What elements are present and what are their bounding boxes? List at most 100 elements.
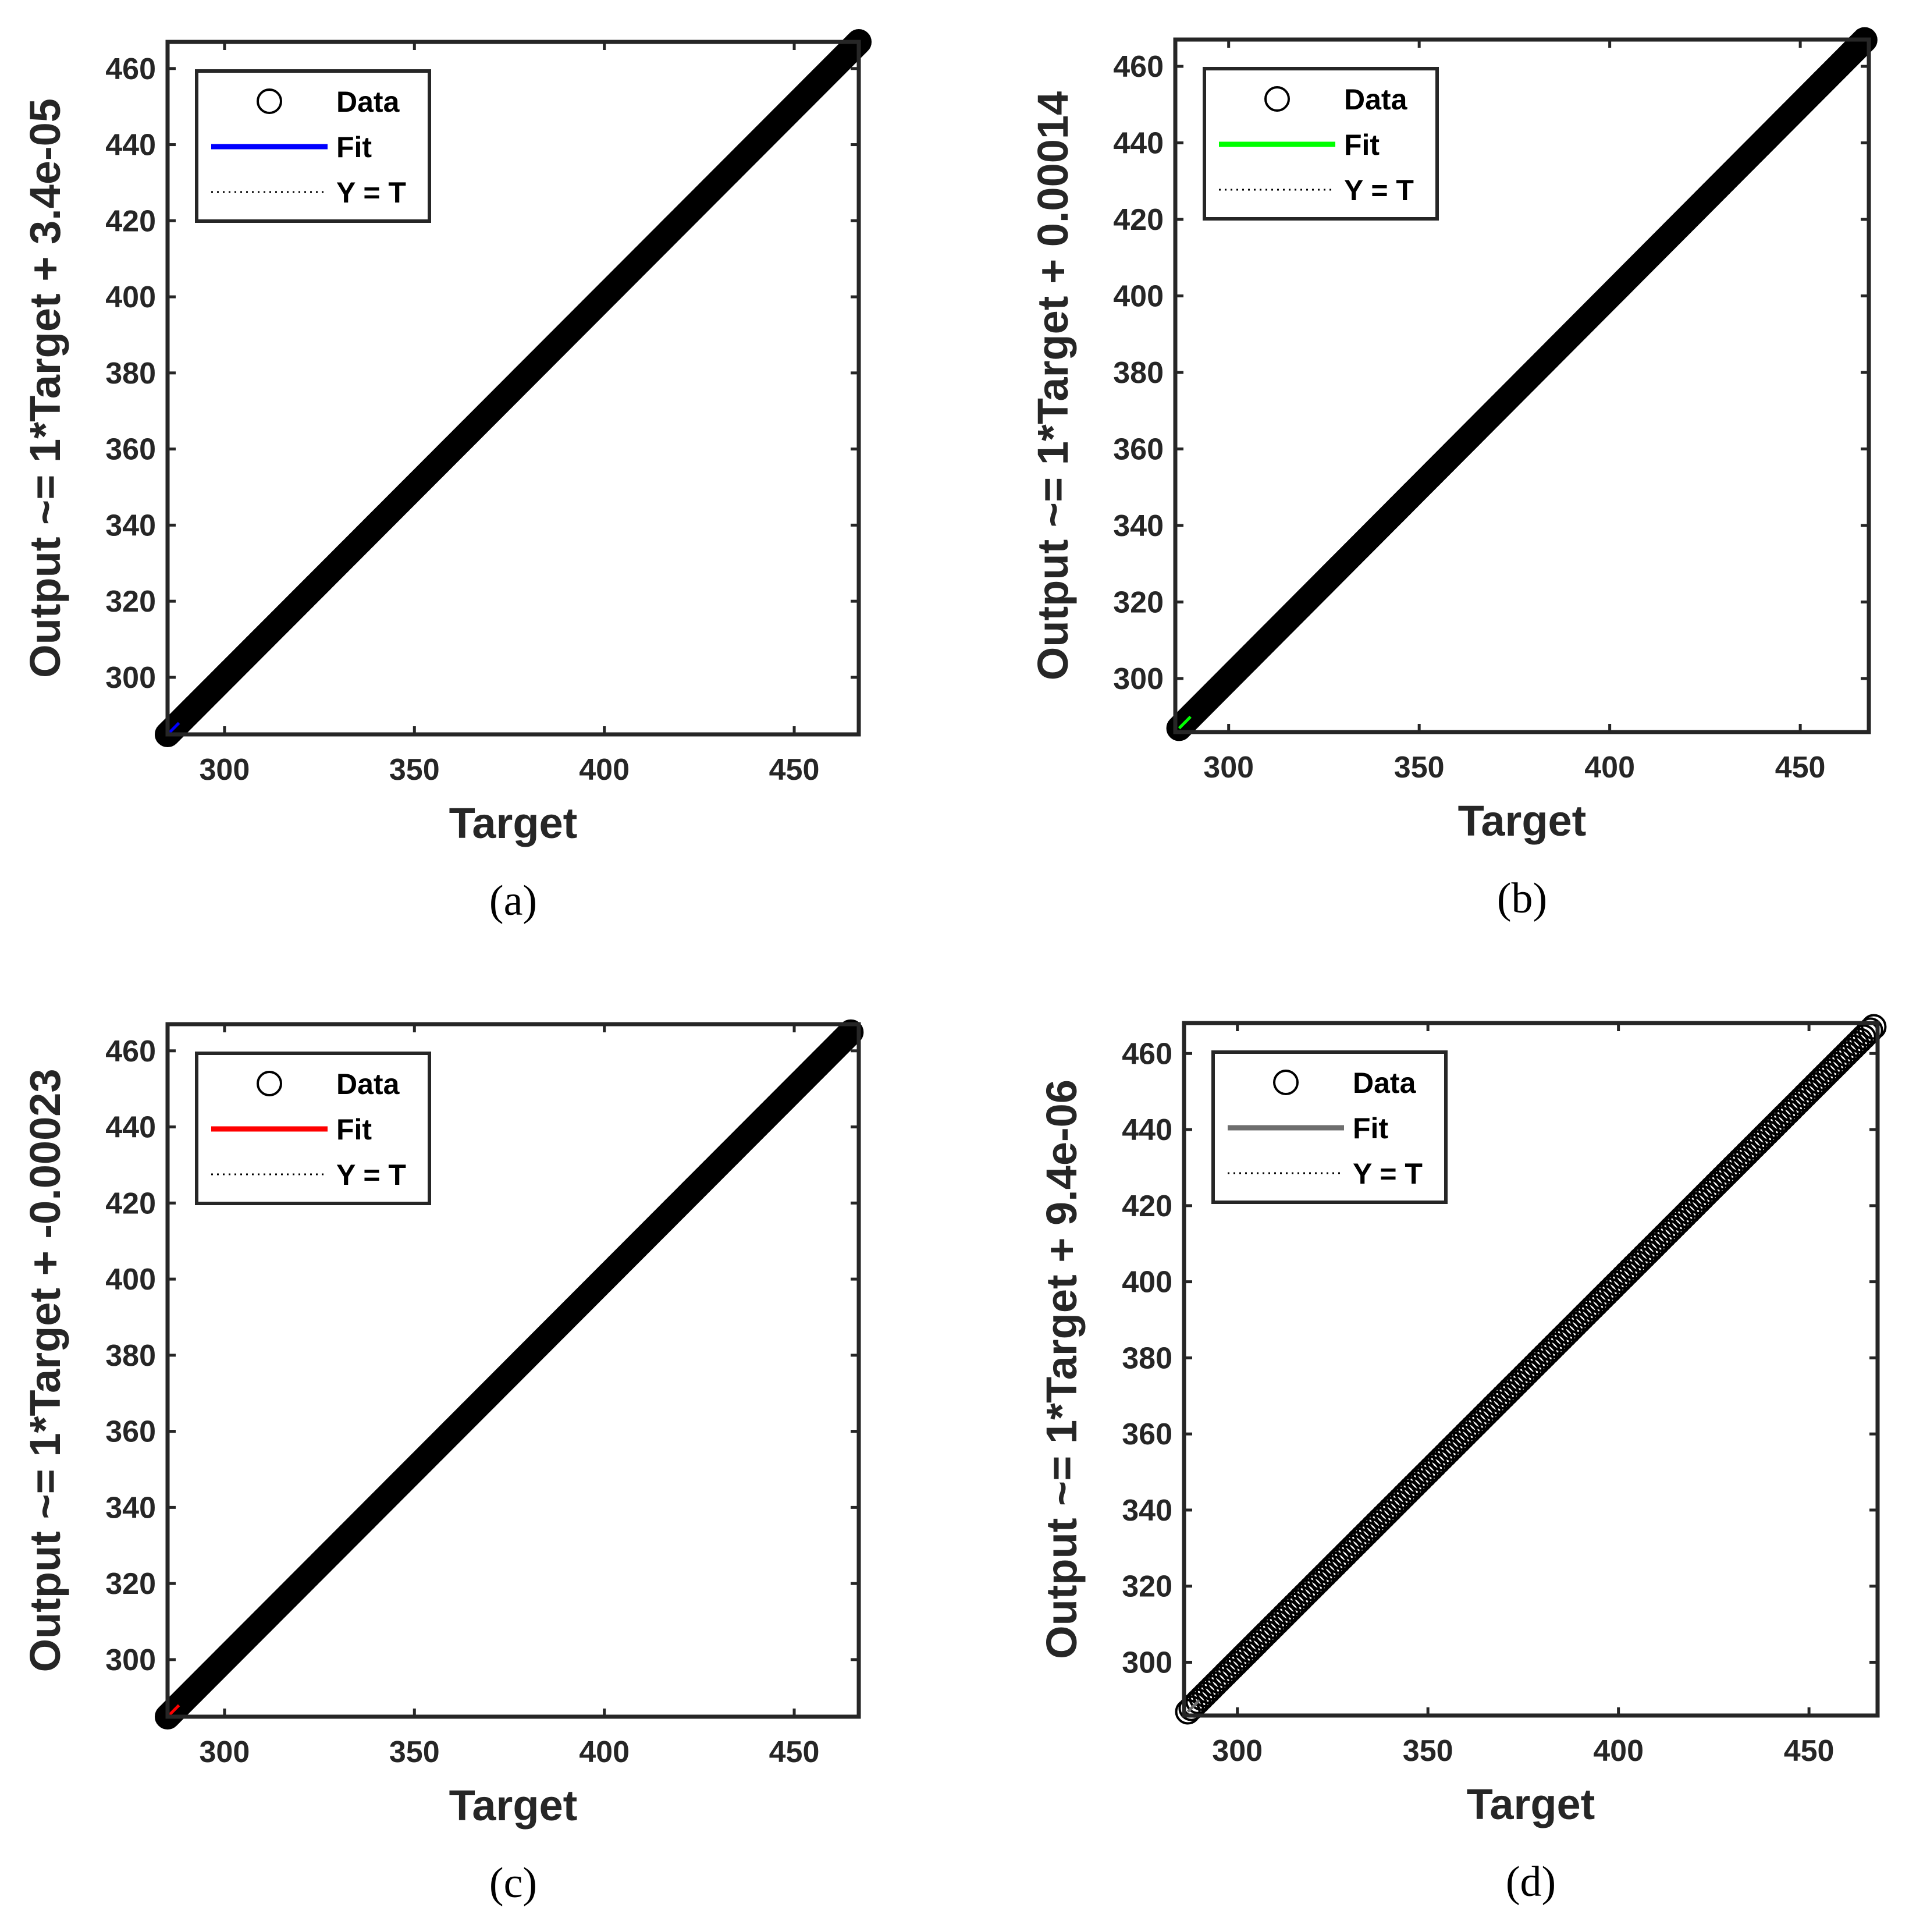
y-tick-label: 320: [105, 585, 156, 619]
y-tick-label: 420: [105, 204, 156, 238]
data-point: [1799, 1075, 1825, 1102]
data-point: [1428, 1446, 1455, 1471]
y-tick-label: 320: [105, 1567, 156, 1601]
data-point: [1634, 1240, 1661, 1266]
data-point: [1295, 1579, 1321, 1605]
data-point: [1542, 1332, 1568, 1358]
data-point: [1459, 1415, 1485, 1441]
data-point: [1267, 1606, 1293, 1632]
data-point: [1686, 1188, 1712, 1214]
data-point: [1778, 1096, 1804, 1122]
data-point: [1833, 1041, 1860, 1067]
y-axis-title: Output ~= 1*Target + 3.4e-05: [21, 98, 69, 678]
data-point: [1288, 1586, 1314, 1612]
legend-label: Y = T: [1344, 174, 1414, 207]
x-tick-label: 350: [1394, 751, 1445, 784]
data-point: [1356, 1517, 1382, 1543]
data-point: [1806, 1068, 1832, 1095]
y-axis-title: Output ~= 1*Target + -0.00023: [21, 1068, 69, 1672]
data-point: [1693, 1181, 1719, 1208]
data-point: [843, 31, 869, 58]
data-point: [1772, 1103, 1798, 1129]
data-point: [1319, 1555, 1345, 1581]
axes-frame: [1182, 1021, 1880, 1718]
data-markers: [1166, 27, 1878, 741]
data-point: [1676, 1199, 1702, 1225]
data-point: [1398, 1476, 1424, 1502]
data-point: [1309, 1565, 1335, 1591]
data-point: [1792, 1082, 1818, 1109]
data-point: [1846, 32, 1872, 58]
legend-label: Fit: [1353, 1112, 1388, 1145]
y-tick-label: 400: [105, 280, 156, 314]
data-point: [1789, 1086, 1815, 1112]
data-point: [1849, 30, 1875, 56]
data-point: [1408, 1466, 1434, 1492]
data-point: [1655, 1219, 1681, 1245]
data-point: [1710, 1164, 1736, 1191]
legend-label: Data: [1353, 1067, 1417, 1099]
legend-data-marker: [1273, 1070, 1299, 1095]
legend-label: Data: [1344, 83, 1408, 116]
panel-3: 300 350 400 450 300 320 340 360 380 400 420 440 460 T…: [21, 1019, 864, 1907]
data-point: [840, 34, 866, 61]
x-tick-label: 400: [579, 1735, 630, 1769]
data-point: [1648, 1226, 1674, 1252]
x-tick-label: 350: [389, 1735, 440, 1769]
data-point: [1730, 1144, 1757, 1170]
data-point: [1323, 1551, 1349, 1578]
y-tick-label: 320: [1113, 585, 1164, 619]
data-point: [1669, 1206, 1695, 1232]
data-point: [837, 38, 863, 65]
data-point: [1538, 1336, 1565, 1362]
axes-frame: [165, 40, 861, 737]
data-point: [1470, 1404, 1496, 1430]
y-tick-label: 360: [1113, 432, 1164, 466]
data-point: [1535, 1339, 1561, 1365]
legend-label: Y = T: [1353, 1157, 1423, 1190]
data-point: [1185, 1688, 1211, 1714]
y-tick-label: 440: [1113, 127, 1164, 161]
data-point: [1494, 1380, 1520, 1407]
data-point: [1511, 1363, 1537, 1389]
legend-label: Fit: [336, 1113, 372, 1146]
data-point: [1442, 1432, 1469, 1458]
data-point: [1761, 1113, 1787, 1139]
data-point: [1281, 1593, 1307, 1619]
data-point: [1435, 1439, 1462, 1465]
y-tick-label: 420: [1122, 1189, 1172, 1223]
legend-label: Fit: [336, 131, 372, 164]
data-point: [1250, 1624, 1277, 1649]
data-point: [838, 37, 864, 63]
y-tick-label: 360: [1122, 1418, 1172, 1451]
data-point: [1360, 1514, 1386, 1540]
legend-data-marker: [257, 88, 282, 114]
data-point: [1206, 1668, 1232, 1694]
y-tick-label: 460: [1122, 1037, 1172, 1071]
x-tick-label: 450: [1775, 751, 1826, 784]
data-point: [1264, 1610, 1290, 1636]
legend: Data Fit Y = T: [1203, 67, 1439, 221]
data-point: [1528, 1346, 1554, 1372]
y-tick-label: 460: [105, 1035, 156, 1068]
x-tick-label: 450: [1784, 1734, 1835, 1768]
data-point: [1816, 1059, 1842, 1085]
data-point: [1611, 1264, 1637, 1290]
data-point: [838, 1019, 864, 1045]
data-point: [1346, 1528, 1373, 1554]
data-point: [1775, 1099, 1801, 1125]
data-point: [1243, 1630, 1270, 1656]
data-point: [1604, 1270, 1630, 1297]
data-point: [1521, 1353, 1547, 1379]
legend-label: Data: [336, 86, 400, 118]
data-point: [1545, 1329, 1572, 1355]
data-point: [1291, 1582, 1317, 1608]
data-point: [1254, 1620, 1280, 1646]
data-point: [1384, 1490, 1410, 1516]
axes-frame: [165, 1022, 861, 1719]
data-point: [1734, 1141, 1760, 1167]
data-point: [1312, 1562, 1338, 1588]
data-point: [1236, 1637, 1263, 1663]
data-point: [1679, 1195, 1705, 1221]
